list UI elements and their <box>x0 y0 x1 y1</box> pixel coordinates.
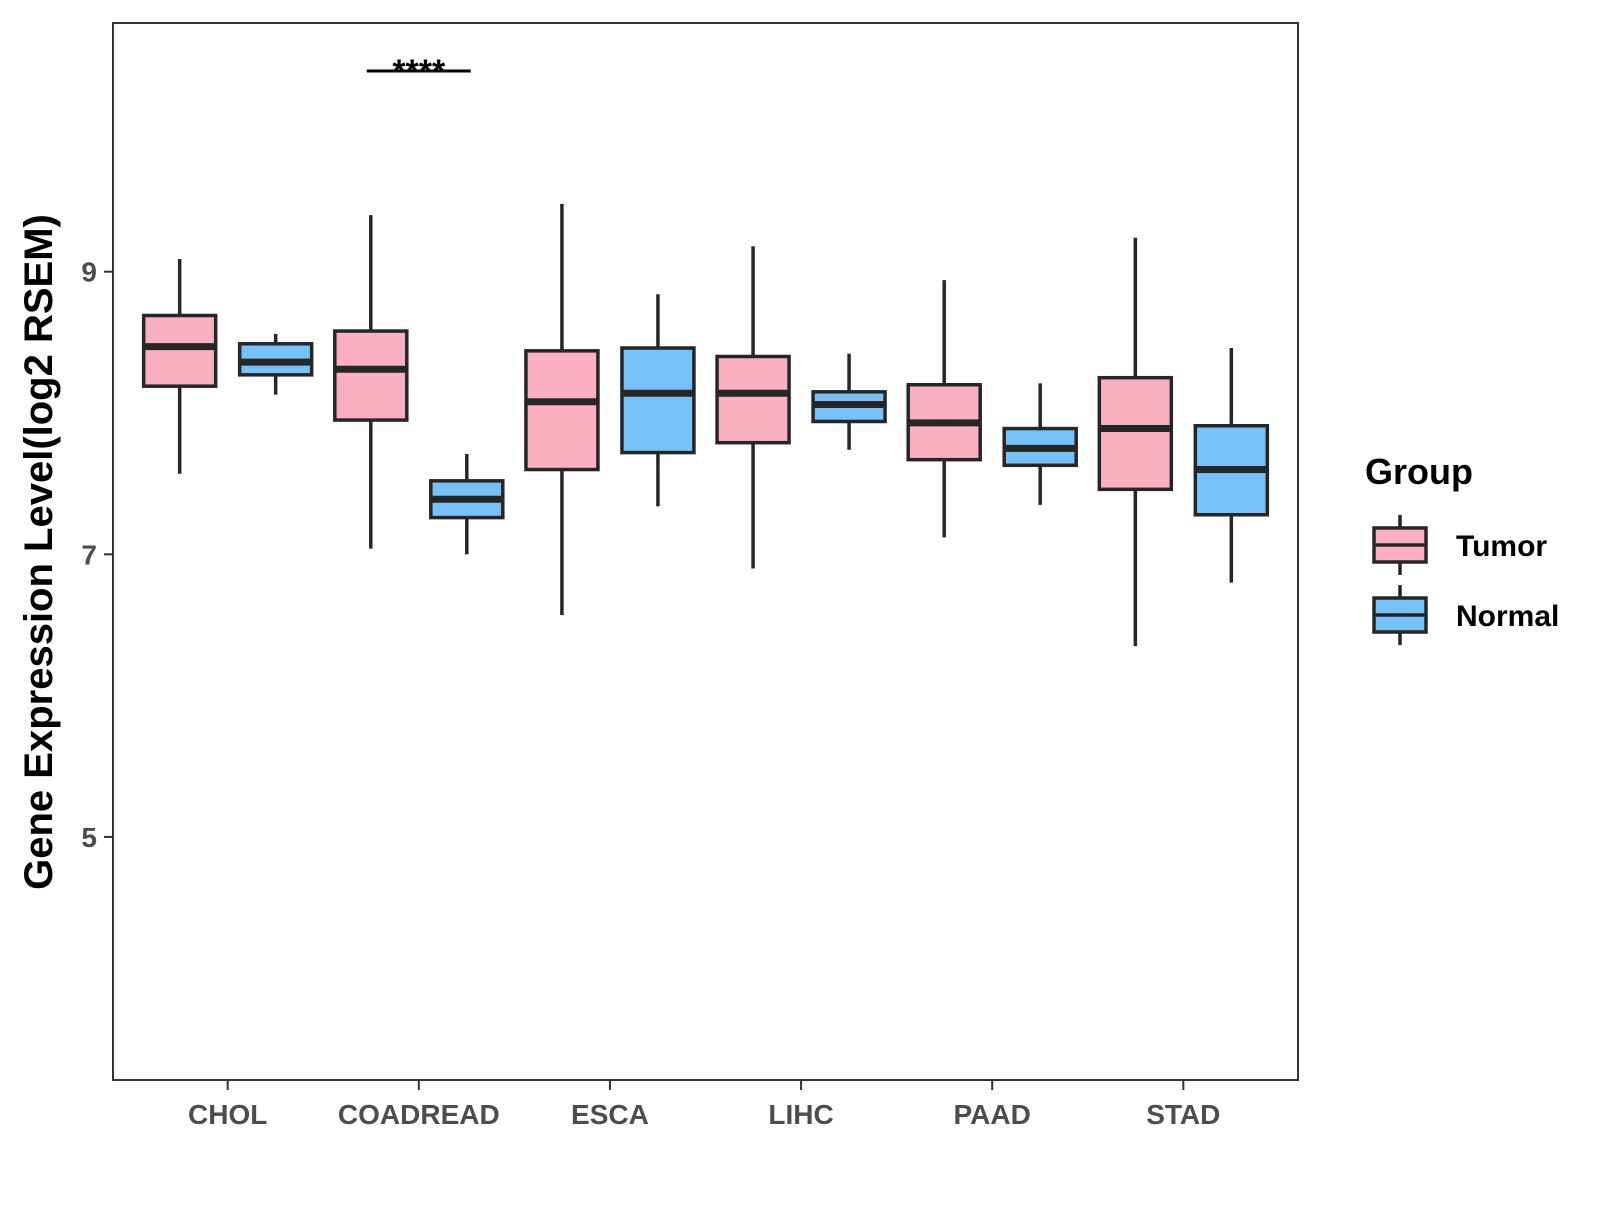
x-tick-label-esca: ESCA <box>571 1099 649 1130</box>
legend-label-tumor: Tumor <box>1456 530 1547 563</box>
x-tick-label-paad: PAAD <box>954 1099 1031 1130</box>
y-tick-label-7: 7 <box>81 539 97 570</box>
box-body-stad-tumor <box>1099 378 1171 490</box>
significance-label: **** <box>392 53 446 91</box>
legend-label-normal: Normal <box>1456 600 1559 633</box>
y-axis-title: Gene Expression Level(log2 RSEM) <box>17 214 61 890</box>
x-tick-label-stad: STAD <box>1146 1099 1220 1130</box>
y-tick-label-5: 5 <box>81 822 97 853</box>
chart-background <box>0 0 1600 1200</box>
box-body-coadread-tumor <box>335 331 407 420</box>
x-tick-label-coadread: COADREAD <box>338 1099 500 1130</box>
box-body-lihc-tumor <box>717 356 789 442</box>
box-body-esca-tumor <box>526 351 598 470</box>
box-body-esca-normal <box>622 348 694 453</box>
x-tick-label-chol: CHOL <box>188 1099 267 1130</box>
x-tick-label-lihc: LIHC <box>768 1099 833 1130</box>
box-body-chol-tumor <box>144 316 216 387</box>
legend-title: Group <box>1365 451 1473 492</box>
y-tick-label-9: 9 <box>81 257 97 288</box>
chart-container: 5 7 9 CHOL COADREAD ESCA LIHC PAAD STAD **** Gen… <box>0 0 1600 1200</box>
boxplot-chart: 5 7 9 CHOL COADREAD ESCA LIHC PAAD STAD **** Gen… <box>0 0 1600 1200</box>
